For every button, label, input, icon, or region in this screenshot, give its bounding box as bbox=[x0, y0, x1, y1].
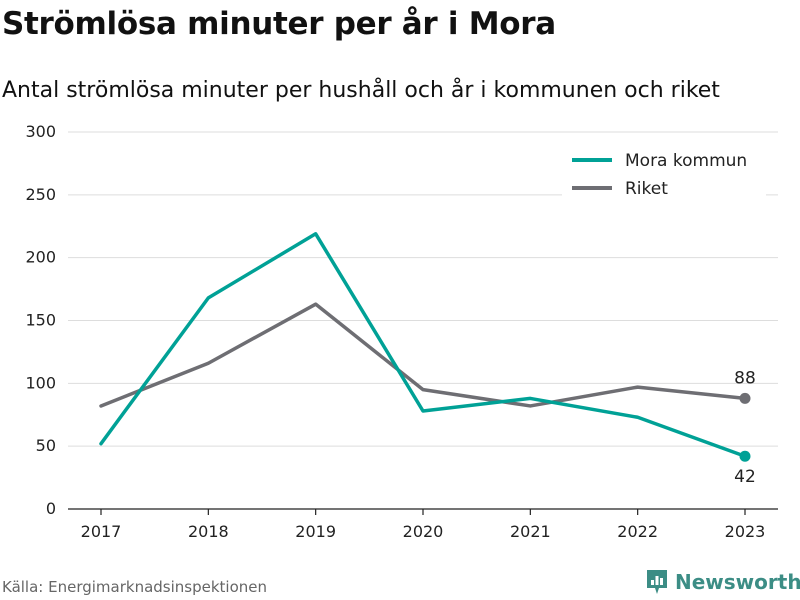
series-line bbox=[99, 302, 747, 408]
legend-background bbox=[562, 142, 766, 202]
y-axis-ticks: 0 50 100 150 200 250 300 bbox=[25, 122, 56, 518]
end-point-marker bbox=[739, 450, 751, 462]
x-tick-label: 2018 bbox=[188, 522, 229, 541]
y-tick-label: 150 bbox=[25, 311, 56, 330]
y-tick-label: 50 bbox=[36, 436, 56, 455]
end-point-marker bbox=[739, 392, 751, 404]
end-value-label: 42 bbox=[734, 467, 756, 487]
brand-logo: Newsworthy bbox=[645, 568, 800, 596]
x-tick-label: 2020 bbox=[403, 522, 444, 541]
chart-subtitle: Antal strömlösa minuter per hushåll och … bbox=[2, 78, 720, 103]
x-tick-label: 2019 bbox=[295, 522, 336, 541]
source-note: Källa: Energimarknadsinspektionen bbox=[2, 578, 268, 596]
y-tick-label: 250 bbox=[25, 185, 56, 204]
y-tick-label: 0 bbox=[46, 499, 56, 518]
end-value-label: 88 bbox=[734, 368, 756, 388]
legend: Mora kommun Riket bbox=[562, 142, 766, 202]
series-line bbox=[99, 232, 747, 458]
legend-label: Mora kommun bbox=[625, 151, 747, 171]
legend-label: Riket bbox=[625, 179, 668, 199]
chart-title: Strömlösa minuter per år i Mora bbox=[2, 6, 556, 42]
y-tick-label: 100 bbox=[25, 373, 56, 392]
x-tick-label: 2023 bbox=[725, 522, 766, 541]
y-tick-label: 200 bbox=[25, 248, 56, 267]
grid-lines bbox=[68, 131, 778, 447]
x-axis: 2017 2018 2019 2020 2021 2022 2023 bbox=[68, 508, 778, 541]
x-tick-label: 2017 bbox=[81, 522, 122, 541]
x-tick-label: 2022 bbox=[617, 522, 658, 541]
newsworthy-logo-icon bbox=[647, 570, 667, 594]
y-tick-label: 300 bbox=[25, 122, 56, 141]
series-lines bbox=[99, 232, 747, 458]
end-markers: 42 88 bbox=[734, 368, 756, 487]
brand-name: Newsworthy bbox=[675, 570, 800, 594]
x-tick-label: 2021 bbox=[510, 522, 551, 541]
